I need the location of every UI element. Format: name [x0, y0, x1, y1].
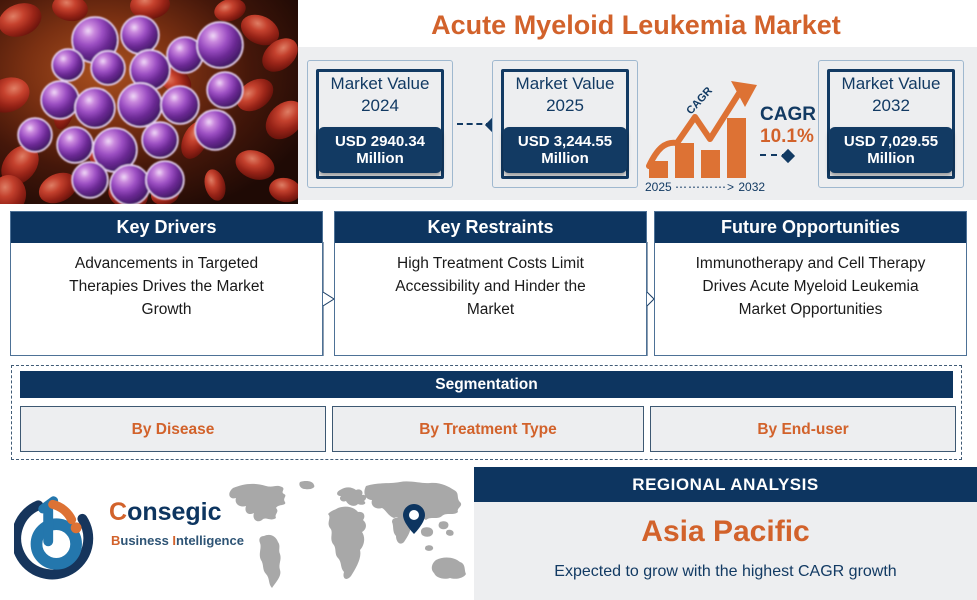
- svg-text:CAGR: CAGR: [684, 85, 715, 117]
